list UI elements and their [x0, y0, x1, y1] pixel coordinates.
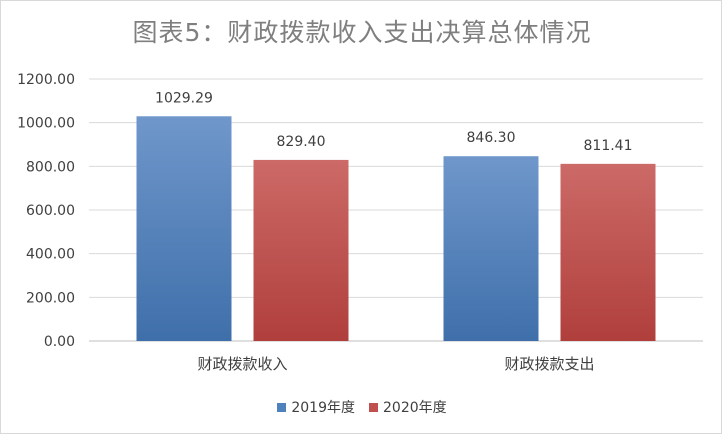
y-tick-label: 400.00: [26, 247, 75, 263]
legend-item: 2019年度: [277, 397, 355, 417]
x-category-label: 财政拨款支出: [504, 355, 594, 373]
y-tick-label: 1200.00: [17, 72, 75, 88]
legend-swatch: [277, 402, 287, 412]
legend-item: 2020年度: [369, 397, 447, 417]
y-tick-label: 0.00: [44, 334, 75, 350]
y-tick-label: 1000.00: [17, 116, 75, 132]
chart-title: 图表5：财政拨款收入支出决算总体情况: [132, 18, 592, 47]
y-tick-label: 200.00: [26, 290, 75, 306]
y-tick-label: 600.00: [26, 203, 75, 219]
bar-series-2: [560, 163, 656, 341]
data-label: 829.40: [277, 134, 326, 150]
legend-swatch: [369, 402, 378, 412]
legend-label: 2019年度: [291, 400, 355, 416]
legend: 2019年度 2020年度: [1, 397, 722, 417]
y-tick-label: 800.00: [26, 159, 75, 175]
data-label: 1029.29: [155, 90, 213, 106]
bar-series-2: [253, 159, 349, 341]
x-category-label: 财政拨款收入: [197, 355, 287, 373]
bar-series-1: [136, 116, 232, 341]
bar-series-1: [443, 156, 539, 341]
data-label: 846.30: [467, 130, 516, 146]
data-label: 811.41: [584, 138, 633, 154]
legend-label: 2020年度: [383, 400, 447, 416]
